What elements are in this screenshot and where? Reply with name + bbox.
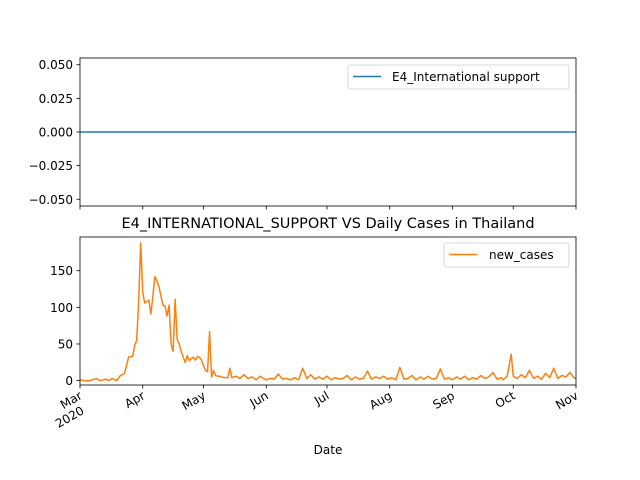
bottom-legend-label: new_cases — [489, 248, 554, 262]
bottom-y-ticks: 0 50 100 150 — [50, 264, 80, 388]
bottom-series-lines — [79, 242, 577, 382]
top-axes-frame — [79, 57, 577, 207]
chart-title: E4_INTERNATIONAL_SUPPORT VS Daily Cases … — [121, 216, 534, 232]
bottom-axes: E4_INTERNATIONAL_SUPPORT VS Daily Cases … — [50, 216, 580, 457]
top-y-tick-label: 0.050 — [39, 58, 73, 72]
top-y-tick-label: −0.050 — [29, 193, 73, 207]
bottom-legend-box — [443, 242, 570, 268]
top-y-tick-label: 0.025 — [39, 92, 73, 106]
x-axis-label: Date — [314, 443, 343, 457]
bottom-series-line — [79, 242, 577, 382]
bottom-y-tick-label: 0 — [65, 374, 73, 388]
top-y-tick-label: 0.000 — [39, 126, 73, 140]
bottom-x-tick-label: Jul — [311, 388, 331, 408]
top-axes: 0.050 0.025 0.000 −0.025 −0.050 E4_Internati… — [29, 57, 577, 210]
top-legend-box — [347, 64, 570, 90]
bottom-axes-frame — [79, 236, 577, 386]
top-legend: E4_International support — [347, 64, 570, 90]
top-x-ticks — [79, 206, 577, 210]
bottom-legend: new_cases — [443, 242, 570, 268]
top-legend-label: E4_International support — [392, 70, 540, 84]
top-y-ticks: 0.050 0.025 0.000 −0.025 −0.050 — [29, 58, 80, 207]
bottom-y-tick-label: 100 — [50, 301, 73, 315]
bottom-y-tick-label: 150 — [50, 264, 73, 278]
top-y-tick-label: −0.025 — [29, 159, 73, 173]
bottom-y-tick-label: 50 — [58, 337, 73, 351]
